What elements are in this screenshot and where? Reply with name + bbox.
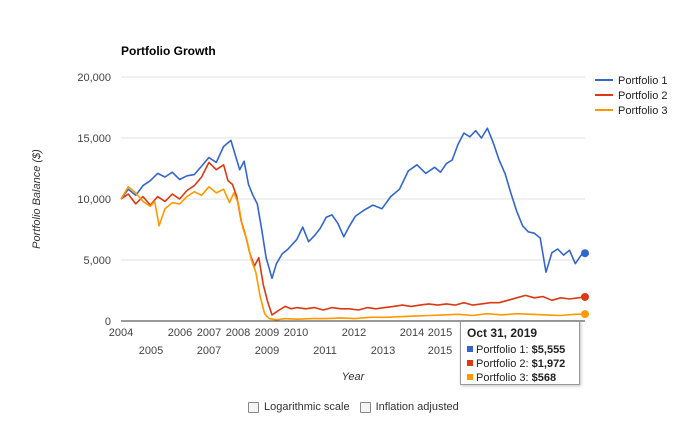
y-tick-label: 5,000: [83, 255, 111, 267]
log-scale-checkbox[interactable]: [248, 401, 259, 413]
tooltip-label: Portfolio 1:: [476, 344, 529, 356]
x-tick-label: 2009: [255, 345, 279, 357]
inflation-label: Inflation adjusted: [375, 401, 459, 413]
x-tick-label: 2011: [313, 345, 337, 357]
x-tick-label: 2006: [168, 327, 192, 339]
chart-title: Portfolio Growth: [121, 44, 216, 58]
portfolio-1-swatch: [467, 346, 473, 353]
log-scale-toggle[interactable]: Logarithmic scale: [248, 401, 350, 413]
y-axis-ticks: 0 5,000 10,000 15,000 20,000: [77, 72, 111, 328]
series-lines: [120, 127, 586, 321]
tooltip-row-portfolio-2: Portfolio 2: $1,972: [467, 357, 573, 371]
tooltip-label: Portfolio 2:: [476, 358, 529, 370]
legend-entry-portfolio-2: Portfolio 2: [618, 90, 668, 102]
tooltip-date: Oct 31, 2019: [467, 326, 538, 340]
series-line-portfolio-1: [120, 127, 586, 280]
tooltip-row-portfolio-3: Portfolio 3: $568: [467, 371, 573, 385]
x-tick-label: 2015: [428, 327, 452, 339]
tooltip-value: $5,555: [531, 344, 566, 356]
x-tick-label: 2010: [284, 327, 308, 339]
tooltip-value: $568: [531, 372, 557, 384]
log-scale-label: Logarithmic scale: [264, 401, 350, 413]
inflation-toggle[interactable]: Inflation adjusted: [359, 401, 459, 413]
series-line-portfolio-2: [120, 161, 586, 316]
tooltip-value: $1,972: [531, 358, 566, 370]
endpoint-marker-portfolio-1: [581, 249, 589, 258]
tooltip-label: Portfolio 3:: [476, 372, 529, 384]
y-tick-label: 0: [105, 316, 111, 328]
x-tick-label: 2013: [371, 345, 395, 357]
portfolio-3-swatch: [467, 374, 473, 381]
x-axis-title: Year: [342, 371, 366, 383]
legend-entry-portfolio-1: Portfolio 1: [618, 75, 668, 87]
y-tick-label: 10,000: [77, 194, 111, 206]
x-tick-label: 2009: [255, 327, 279, 339]
y-tick-label: 20,000: [77, 72, 111, 84]
legend: Portfolio 1 Portfolio 2 Portfolio 3: [595, 75, 668, 117]
x-tick-label: 2012: [342, 327, 366, 339]
series-line-portfolio-3: [120, 186, 586, 321]
endpoint-marker-portfolio-3: [581, 310, 589, 319]
portfolio-2-swatch: [467, 360, 473, 367]
hover-tooltip: Oct 31, 2019 Portfolio 1: $5,555 Portfol…: [460, 321, 580, 385]
legend-entry-portfolio-3: Portfolio 3: [618, 105, 668, 117]
x-tick-label: 2008: [226, 327, 250, 339]
x-tick-label: 2014: [400, 327, 424, 339]
chart-controls: Logarithmic scale Inflation adjusted: [248, 401, 469, 413]
x-axis-ticks: 2004 2006 2007 2008 2009 2010 2012 2014 2015 2005…: [109, 327, 452, 357]
x-tick-label: 2004: [109, 327, 133, 339]
grid-lines: [121, 76, 585, 322]
x-tick-label: 2007: [197, 327, 221, 339]
y-tick-label: 15,000: [77, 133, 111, 145]
y-axis-title: Portfolio Balance ($): [31, 149, 43, 249]
series-endpoints: [581, 249, 589, 319]
tooltip-row-portfolio-1: Portfolio 1: $5,555: [467, 343, 573, 357]
endpoint-marker-portfolio-2: [581, 292, 589, 301]
x-tick-label: 2005: [139, 345, 163, 357]
x-tick-label: 2007: [197, 345, 221, 357]
inflation-checkbox[interactable]: [359, 401, 371, 413]
x-tick-label: 2015: [428, 345, 452, 357]
